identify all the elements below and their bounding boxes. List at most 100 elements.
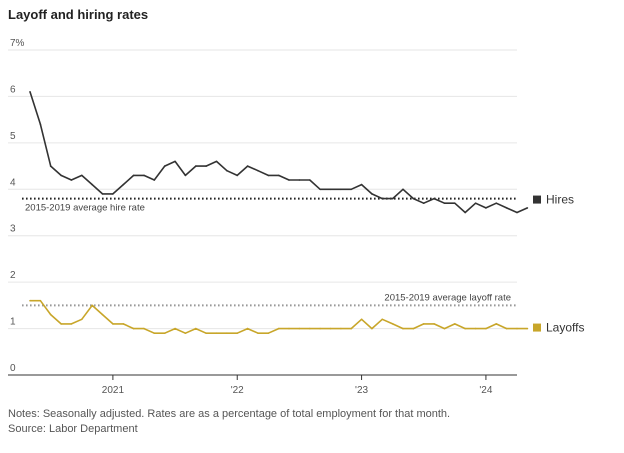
source-text: Source: Labor Department	[8, 423, 138, 435]
data-point-layoffs	[143, 327, 145, 330]
data-point-hires	[143, 174, 145, 177]
chart-notes: Notes: Seasonally adjusted. Rates are as…	[8, 407, 450, 437]
data-point-layoffs	[319, 327, 321, 330]
data-point-layoffs	[516, 327, 518, 330]
data-point-hires	[371, 193, 373, 195]
notes-text: Notes: Seasonally adjusted. Rates are as…	[8, 408, 451, 420]
data-point-hires	[195, 165, 197, 167]
data-point-hires	[454, 202, 456, 204]
data-point-hires	[132, 174, 135, 177]
y-tick-label: 3	[10, 224, 16, 235]
data-point-layoffs	[495, 323, 498, 325]
data-point-hires	[277, 174, 280, 177]
data-point-hires	[205, 165, 207, 167]
data-point-hires	[101, 193, 104, 195]
y-tick-label: 5	[10, 131, 16, 142]
data-point-hires	[112, 193, 114, 195]
data-point-hires	[70, 179, 73, 181]
data-point-hires	[422, 202, 425, 204]
data-point-hires	[443, 202, 446, 204]
data-point-hires	[402, 188, 404, 191]
data-point-hires	[122, 183, 125, 186]
data-point-hires	[267, 174, 270, 177]
data-point-hires	[474, 202, 477, 204]
data-point-layoffs	[277, 327, 280, 330]
data-point-hires	[236, 174, 238, 177]
data-point-hires	[516, 211, 518, 214]
data-point-hires	[485, 207, 487, 209]
data-point-layoffs	[39, 299, 42, 302]
data-point-layoffs	[29, 299, 31, 302]
data-point-hires	[257, 169, 259, 172]
data-point-hires	[391, 197, 394, 200]
layoff-average-label: 2015-2019 average layoff rate	[384, 292, 511, 303]
data-point-layoffs	[49, 313, 52, 316]
data-point-layoffs	[371, 327, 373, 330]
y-tick-label: 4	[10, 177, 16, 188]
data-point-layoffs	[153, 332, 156, 335]
data-point-layoffs	[163, 332, 166, 335]
data-point-hires	[288, 179, 290, 181]
data-point-layoffs	[174, 327, 176, 330]
data-point-hires	[215, 160, 218, 163]
data-point-layoffs	[122, 323, 125, 325]
data-point-layoffs	[505, 327, 508, 330]
data-point-layoffs	[526, 327, 529, 330]
series-line-hires	[29, 91, 528, 214]
legend-label-hires: Hires	[546, 193, 574, 207]
y-tick-label: 2	[10, 270, 16, 281]
data-point-hires	[526, 207, 529, 209]
data-point-hires	[39, 123, 42, 126]
data-point-layoffs	[236, 332, 238, 335]
data-point-layoffs	[412, 327, 415, 330]
data-point-hires	[360, 183, 363, 186]
data-point-layoffs	[350, 327, 353, 330]
data-point-layoffs	[402, 327, 404, 330]
data-point-hires	[350, 188, 353, 191]
data-point-layoffs	[309, 327, 311, 330]
data-point-layoffs	[101, 313, 104, 316]
data-point-layoffs	[205, 332, 207, 335]
data-point-layoffs	[360, 318, 363, 321]
data-point-hires	[91, 183, 93, 186]
data-point-hires	[329, 188, 332, 191]
x-tick-label: '23	[355, 385, 368, 396]
chart-title: Layoff and hiring rates	[8, 7, 149, 22]
data-point-layoffs	[422, 323, 425, 325]
data-point-hires	[298, 179, 301, 181]
hire-average-label: 2015-2019 average hire rate	[25, 203, 145, 214]
data-point-hires	[505, 207, 508, 209]
data-point-hires	[381, 197, 384, 200]
data-point-layoffs	[298, 327, 301, 330]
legend-swatch-hires	[533, 195, 541, 204]
x-tick-label: '24	[479, 385, 492, 396]
data-point-layoffs	[474, 327, 477, 330]
data-point-hires	[412, 197, 415, 200]
data-point-layoffs	[329, 327, 332, 330]
data-point-layoffs	[81, 318, 83, 321]
data-point-layoffs	[257, 332, 259, 335]
data-point-layoffs	[443, 327, 446, 330]
data-point-layoffs	[112, 323, 114, 325]
data-point-layoffs	[288, 327, 290, 330]
x-tick-label: 2021	[102, 385, 125, 396]
data-point-hires	[319, 188, 321, 191]
data-point-hires	[153, 179, 156, 181]
data-point-layoffs	[184, 332, 187, 335]
data-point-layoffs	[215, 332, 218, 335]
data-point-hires	[340, 188, 342, 191]
data-point-hires	[29, 91, 31, 93]
data-point-layoffs	[91, 304, 93, 307]
data-point-layoffs	[454, 323, 456, 325]
data-point-hires	[174, 160, 176, 163]
x-tick-label: '22	[231, 385, 244, 396]
data-point-hires	[246, 165, 249, 167]
data-point-hires	[226, 169, 228, 172]
y-tick-label: 6	[10, 84, 16, 95]
data-point-layoffs	[60, 323, 62, 325]
data-point-layoffs	[195, 327, 197, 330]
data-point-layoffs	[464, 327, 467, 330]
y-tick-label: 1	[10, 317, 16, 328]
data-point-layoffs	[381, 318, 384, 321]
data-point-hires	[495, 202, 498, 204]
